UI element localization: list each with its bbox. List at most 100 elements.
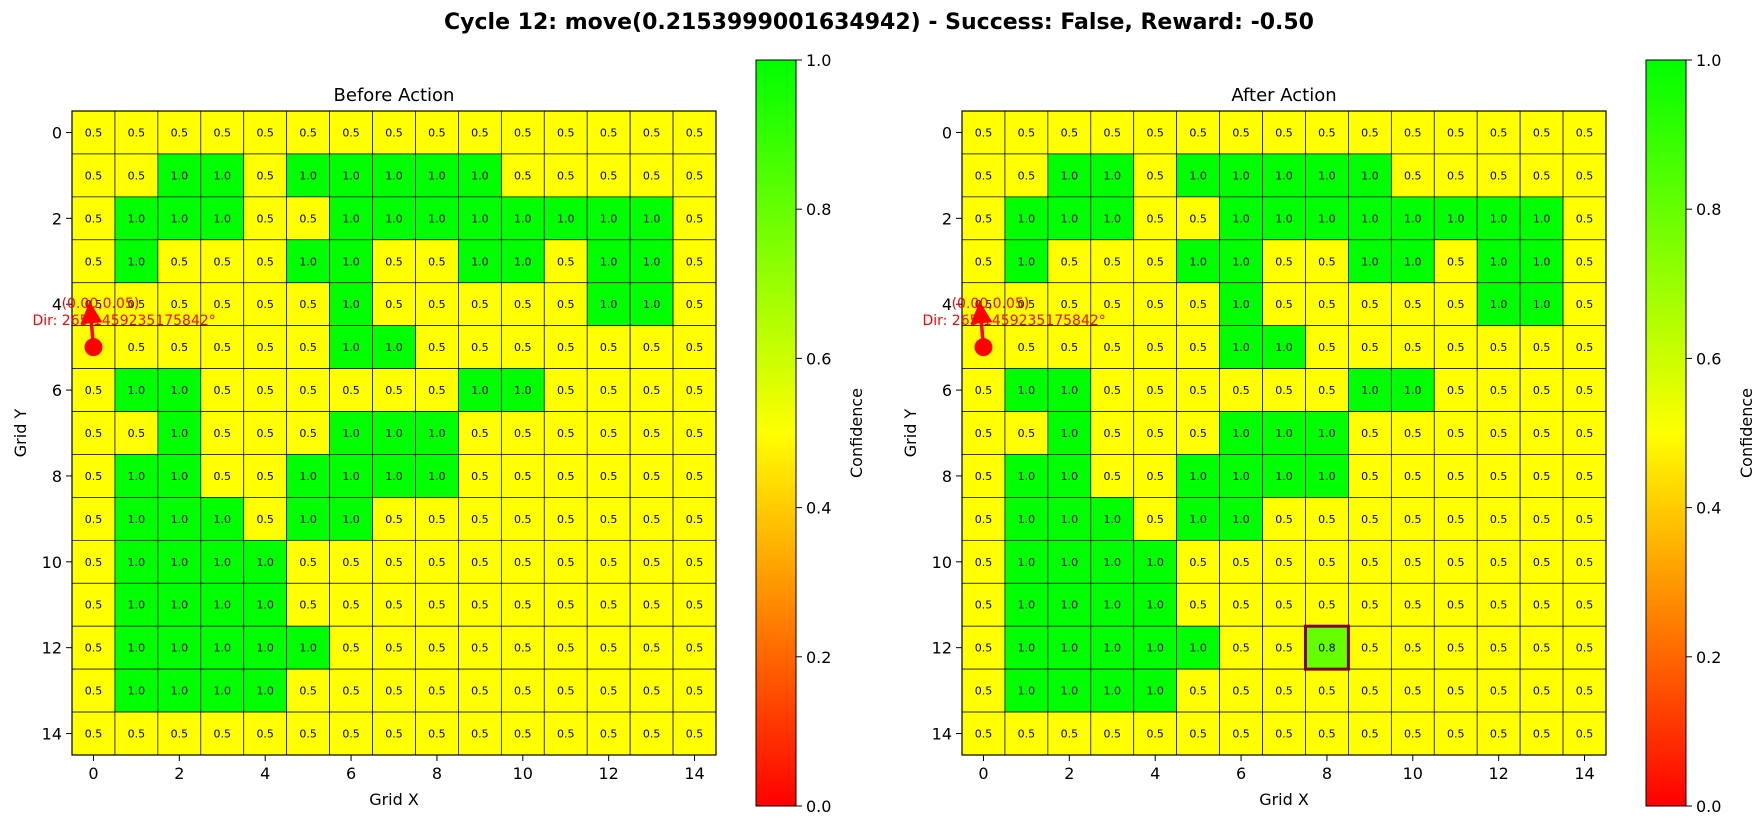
cell-value-label: 0.5: [171, 728, 189, 741]
cell-value-label: 1.0: [1104, 556, 1122, 569]
colorbar-tick-label: 0.4: [806, 499, 831, 518]
heatmap-cell: [200, 153, 245, 198]
cell-value-label: 0.5: [1576, 341, 1594, 354]
cell-value-label: 1.0: [1061, 470, 1079, 483]
cell-value-label: 0.5: [643, 642, 661, 655]
colorbar-tick-label: 0.4: [1696, 499, 1721, 518]
cell-value-label: 0.5: [256, 470, 274, 483]
cell-value-label: 0.5: [85, 427, 103, 440]
cell-value-label: 1.0: [342, 341, 360, 354]
cell-value-label: 0.5: [1490, 169, 1508, 182]
cell-value-label: 1.0: [1146, 642, 1164, 655]
heatmap-cell: [1004, 239, 1049, 284]
heatmap-cell: [1262, 196, 1306, 241]
cell-value-label: 0.5: [1018, 427, 1036, 440]
heatmap-cell: [1219, 325, 1263, 369]
cell-value-label: 1.0: [1061, 427, 1079, 440]
heatmap-cell: [629, 153, 674, 198]
heatmap-cell: [1519, 539, 1564, 584]
cell-value-label: 0.5: [299, 341, 317, 354]
cell-value-label: 0.5: [514, 728, 532, 741]
cell-value-label: 0.5: [1318, 556, 1336, 569]
heatmap-cell: [1047, 239, 1092, 284]
heatmap-cell: [1090, 711, 1135, 756]
cell-value-label: 0.5: [471, 513, 489, 526]
heatmap-cell: [1176, 196, 1220, 241]
heatmap-cell: [415, 196, 459, 241]
heatmap-cell: [1476, 239, 1521, 284]
axes-frame: [961, 110, 1607, 756]
heatmap-cell: [1176, 582, 1220, 627]
cell-value-label: 0.5: [171, 298, 189, 311]
cell-value-label: 0.5: [128, 126, 146, 139]
cell-value-label: 0.5: [1104, 255, 1122, 268]
heatmap-cell: [372, 497, 416, 541]
cell-value-label: 1.0: [1018, 212, 1036, 225]
cell-value-label: 0.5: [1275, 384, 1293, 397]
cell-value-label: 0.5: [1275, 255, 1293, 268]
heatmap-cell: [629, 668, 674, 713]
heatmap-cell: [1433, 110, 1478, 155]
y-tick-label: 4: [52, 295, 62, 314]
cell-value-label: 0.5: [1576, 427, 1594, 440]
cell-value-label: 0.5: [1490, 642, 1508, 655]
cell-value-label: 0.5: [1189, 556, 1207, 569]
cell-value-label: 1.0: [1318, 470, 1336, 483]
heatmap-cell: [458, 411, 502, 455]
cell-value-label: 0.5: [214, 298, 232, 311]
heatmap-cell: [1433, 539, 1478, 584]
heatmap-cell: [586, 582, 631, 627]
cell-value-label: 0.5: [557, 556, 575, 569]
cell-value-label: 0.5: [256, 384, 274, 397]
heatmap-cell: [629, 325, 674, 369]
cell-value-label: 0.5: [342, 728, 360, 741]
cell-value-label: 0.5: [342, 556, 360, 569]
cell-value-label: 1.0: [256, 642, 274, 655]
cell-value-label: 0.5: [1189, 298, 1207, 311]
cell-value-label: 1.0: [600, 255, 618, 268]
x-tick-label: 10: [513, 764, 533, 783]
cell-value-label: 0.5: [214, 341, 232, 354]
cell-value-label: 0.5: [1275, 599, 1293, 612]
heatmap-cell: [1133, 582, 1178, 627]
y-axis-label: Grid Y: [11, 409, 30, 458]
y-tick-label: 6: [942, 381, 952, 400]
heatmap-cell: [1519, 711, 1564, 756]
cell-value-label: 0.5: [1275, 556, 1293, 569]
heatmap-cell: [71, 196, 116, 241]
cell-value-label: 1.0: [1104, 642, 1122, 655]
cell-value-label: 0.5: [1576, 212, 1594, 225]
heatmap-cell: [1519, 668, 1564, 713]
heatmap-cell: [1390, 497, 1435, 541]
heatmap-cell: [1433, 711, 1478, 756]
cell-value-label: 1.0: [1232, 470, 1250, 483]
heatmap-cell: [1348, 110, 1392, 155]
heatmap-cell: [1519, 368, 1564, 412]
cell-value-label: 0.5: [1576, 126, 1594, 139]
y-tick-label: 0: [942, 123, 952, 142]
cell-value-label: 1.0: [1275, 169, 1293, 182]
cell-value-label: 0.5: [1404, 728, 1422, 741]
figure-title: Cycle 12: move(0.2153999001634942) - Suc…: [444, 10, 1314, 35]
heatmap-cell: [415, 411, 459, 455]
cell-value-label: 0.5: [686, 341, 704, 354]
cell-value-label: 0.5: [1533, 169, 1551, 182]
panel-title: Before Action: [334, 85, 455, 106]
cell-value-label: 0.5: [1189, 341, 1207, 354]
cell-value-label: 1.0: [1232, 212, 1250, 225]
cell-value-label: 0.5: [342, 384, 360, 397]
cell-value-label: 0.5: [1061, 298, 1079, 311]
heatmap-cell: [1047, 539, 1092, 584]
heatmap-cell: [415, 282, 459, 327]
cell-value-label: 0.5: [214, 255, 232, 268]
heatmap-cell: [458, 196, 502, 241]
heatmap-cell: [1133, 711, 1178, 756]
cell-value-label: 0.5: [428, 341, 446, 354]
cell-value-label: 0.5: [557, 169, 575, 182]
heatmap-cell: [1305, 539, 1349, 584]
cell-value-label: 1.0: [299, 470, 317, 483]
cell-value-label: 0.5: [1490, 126, 1508, 139]
cell-value-label: 1.0: [128, 513, 146, 526]
heatmap-cell: [415, 239, 459, 284]
heatmap-cell: [961, 497, 1006, 541]
